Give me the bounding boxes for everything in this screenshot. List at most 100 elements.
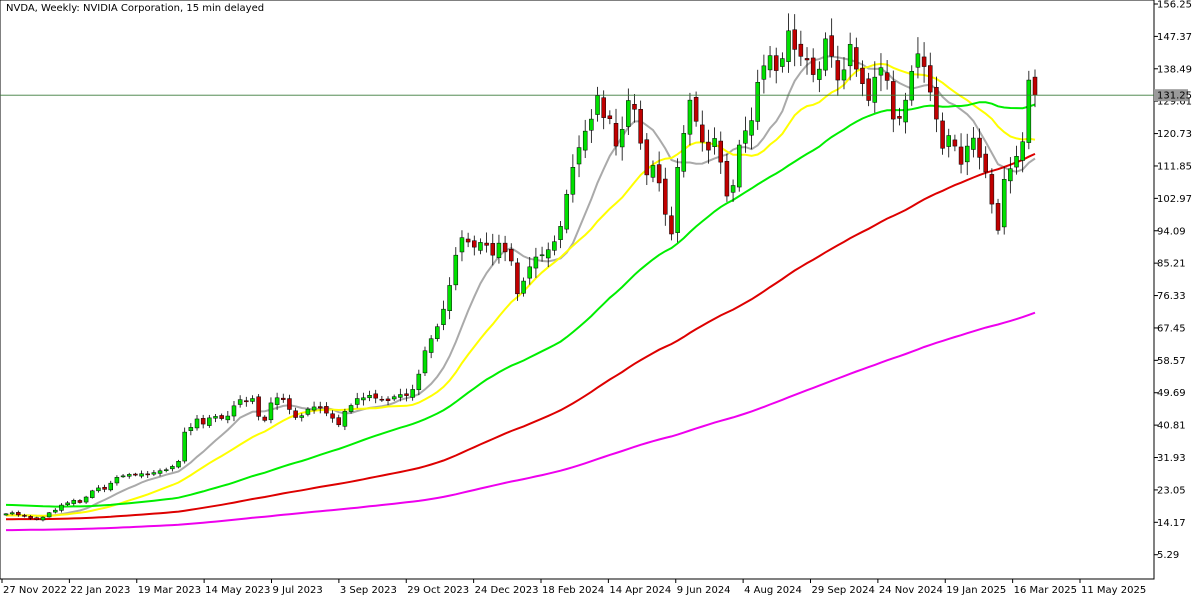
candle-body — [897, 116, 902, 119]
candle-body — [71, 500, 77, 504]
candle-body — [977, 137, 982, 158]
y-tick-label: 156.25 — [1157, 0, 1192, 11]
candle-body — [194, 418, 200, 429]
candle-body — [1020, 141, 1025, 161]
candle-body — [952, 139, 958, 147]
candle-body — [299, 415, 305, 418]
plot-area — [0, 0, 1155, 580]
candle-body — [102, 486, 107, 490]
candle-body — [835, 60, 841, 81]
candle-body — [589, 118, 594, 131]
candle-body — [163, 469, 169, 472]
candle-body — [293, 410, 298, 418]
candle-body — [472, 240, 477, 248]
candle-body — [453, 254, 459, 286]
candle-body — [188, 427, 194, 431]
candle-body — [83, 496, 89, 503]
chart-title: NVDA, Weekly: NVIDIA Corporation, 15 min… — [6, 3, 265, 14]
candle-body — [792, 29, 797, 50]
candle-body — [860, 67, 865, 84]
candle-body — [459, 237, 465, 253]
candle-body — [441, 308, 446, 325]
candle-body — [983, 153, 988, 173]
x-axis: 27 Nov 2022 22 Jan 2023 19 Mar 2023 14 May … — [1, 579, 1146, 596]
candle-body — [22, 515, 27, 517]
candle-body — [422, 350, 428, 374]
candle-body — [484, 242, 489, 246]
candle-body — [989, 174, 995, 205]
candle-body — [539, 254, 545, 257]
candle-body — [53, 509, 58, 513]
candle-body — [262, 416, 268, 421]
x-tick-label: 24 Nov 2024 — [879, 585, 943, 596]
candle-body — [761, 65, 767, 80]
candle-body — [231, 405, 237, 417]
candle-body — [435, 326, 440, 339]
candle-body — [521, 280, 526, 294]
candle-body — [626, 100, 631, 127]
candle-body — [601, 97, 606, 118]
candle-body — [829, 35, 834, 57]
x-tick-label: 22 Jan 2023 — [70, 585, 130, 596]
candle-body — [786, 30, 791, 62]
candle-body — [274, 397, 280, 405]
candle-body — [410, 389, 415, 398]
candle-body — [841, 69, 847, 81]
candle-body — [379, 398, 385, 401]
x-tick-label: 9 Jul 2023 — [273, 585, 323, 596]
candle-body — [755, 81, 760, 122]
candle-body — [558, 226, 563, 240]
candle-body — [330, 413, 335, 419]
candle-body — [767, 55, 773, 71]
candle-body — [447, 285, 452, 311]
candle-body — [613, 123, 619, 147]
candle-body — [244, 400, 249, 403]
candle-body — [872, 76, 878, 103]
candle-body — [90, 490, 95, 498]
candle-body — [502, 242, 508, 253]
candle-body — [361, 397, 366, 401]
candle-body — [718, 140, 724, 163]
candle-body — [595, 95, 600, 115]
candle-body — [59, 504, 64, 511]
candle-body — [77, 500, 83, 503]
candle-body — [693, 97, 699, 122]
moving-average-line — [5, 55, 1036, 518]
candle-body — [256, 396, 261, 417]
x-tick-label: 19 Jan 2025 — [946, 585, 1006, 596]
candle-body — [496, 242, 502, 258]
candle-body — [545, 249, 551, 259]
candle-body — [145, 473, 150, 476]
candle-body — [490, 243, 496, 256]
candle-body — [1014, 156, 1019, 168]
candle-body — [268, 402, 274, 421]
y-tick-label: 67.45 — [1157, 323, 1186, 334]
candle-body — [909, 71, 915, 101]
y-axis: 156.25 147.37 138.49 129.61 120.73 111.85 102.… — [1154, 0, 1192, 561]
candle-body — [576, 147, 582, 165]
candle-body — [582, 130, 588, 151]
candle-body — [903, 99, 908, 123]
y-tick-label: 120.73 — [1157, 129, 1192, 140]
moving-average-line — [6, 311, 1036, 532]
candle-body — [213, 416, 218, 419]
candle-body — [798, 43, 804, 57]
candle-body — [281, 397, 286, 400]
candle-body — [878, 67, 884, 76]
candle-body — [817, 68, 822, 80]
candle-body — [552, 241, 557, 251]
candle-body — [650, 165, 656, 178]
candle-body — [317, 406, 323, 409]
candle-body — [1001, 179, 1007, 228]
candle-body — [891, 81, 896, 120]
y-tick-label: 58.57 — [1157, 356, 1186, 367]
x-tick-label: 19 Mar 2023 — [138, 585, 201, 596]
candle-body — [964, 145, 970, 163]
candle-body — [940, 120, 945, 149]
candle-body — [619, 129, 625, 148]
candle-body — [108, 482, 113, 491]
candle-body — [921, 56, 927, 67]
candle-body — [915, 53, 921, 68]
candle-body — [638, 108, 643, 144]
